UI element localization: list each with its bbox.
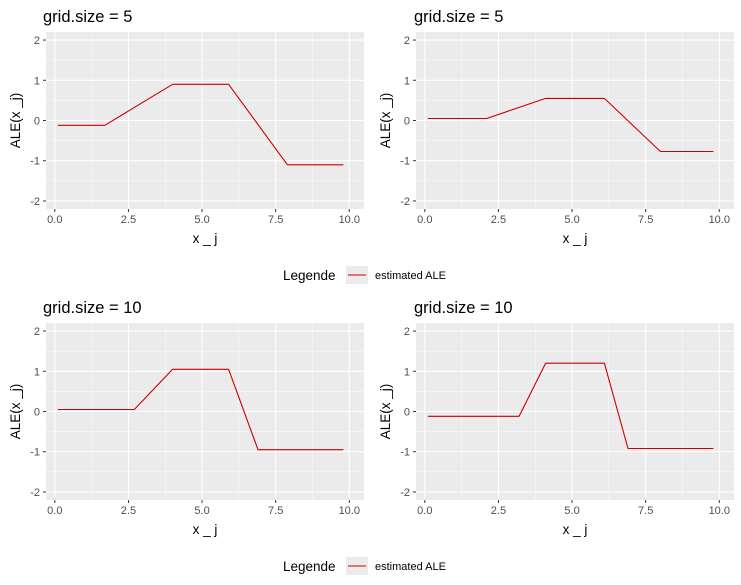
x-tick-label: 5.0 xyxy=(564,214,579,226)
x-tick-label: 2.5 xyxy=(491,505,506,517)
y-tick-label: -2 xyxy=(30,487,40,499)
y-axis-label: ALE(x _j) xyxy=(8,93,23,149)
panel-title: grid.size = 5 xyxy=(414,8,503,26)
x-tick-label: 10.0 xyxy=(709,505,730,517)
y-tick-label: -1 xyxy=(400,156,410,168)
y-tick-label: 2 xyxy=(34,326,40,338)
x-tick-label: 5.0 xyxy=(194,505,209,517)
y-tick-label: 1 xyxy=(404,75,410,87)
y-tick-label: 1 xyxy=(404,366,410,378)
y-tick-label: -1 xyxy=(400,447,410,459)
y-axis-label: ALE(x _j) xyxy=(378,384,393,440)
y-axis-label: ALE(x _j) xyxy=(8,384,23,440)
legend-title: Legende xyxy=(283,559,336,574)
x-tick-label: 0.0 xyxy=(47,214,62,226)
y-tick-label: -2 xyxy=(400,196,410,208)
y-tick-label: 0 xyxy=(34,116,40,128)
x-axis-label: x _ j xyxy=(563,231,588,246)
y-tick-label: 1 xyxy=(34,366,40,378)
y-tick-label: -1 xyxy=(30,156,40,168)
legend-1: Legende estimated ALE xyxy=(283,266,446,284)
x-tick-label: 2.5 xyxy=(121,505,136,517)
y-tick-label: -2 xyxy=(30,196,40,208)
legend-2: Legende estimated ALE xyxy=(283,557,446,575)
y-tick-label: 0 xyxy=(34,407,40,419)
y-tick-label: 1 xyxy=(34,75,40,87)
y-tick-label: -2 xyxy=(400,487,410,499)
legend-title: Legende xyxy=(283,268,336,283)
panel-title: grid.size = 10 xyxy=(43,299,142,317)
series-line-estimated-ale xyxy=(427,97,714,153)
x-axis-label: x _ j xyxy=(193,231,218,246)
y-tick-label: -1 xyxy=(30,447,40,459)
x-tick-label: 0.0 xyxy=(417,505,432,517)
series-line-estimated-ale xyxy=(427,362,714,450)
legend-item-label: estimated ALE xyxy=(375,270,446,282)
x-tick-label: 7.5 xyxy=(268,505,283,517)
y-tick-label: 2 xyxy=(404,326,410,338)
y-tick-label: 0 xyxy=(404,116,410,128)
x-tick-label: 0.0 xyxy=(417,214,432,226)
series-line-estimated-ale xyxy=(57,368,344,451)
y-axis-label: ALE(x _j) xyxy=(378,93,393,149)
x-tick-label: 7.5 xyxy=(268,214,283,226)
chart-panel-2: grid.size = 5 0.0 2.5 5.0 7.5 10.0 -2 -1 0 1 2 x _ … xyxy=(378,8,734,246)
y-tick-label: 2 xyxy=(404,35,410,47)
panel-title: grid.size = 10 xyxy=(414,299,513,317)
x-tick-label: 10.0 xyxy=(709,214,730,226)
chart-panel-1: grid.size = 5 0.0 2.5 5.0 7.5 10.0 -2 -1 0 1 2 x _ … xyxy=(8,8,364,246)
x-tick-label: 7.5 xyxy=(638,214,653,226)
x-axis-label: x _ j xyxy=(193,522,218,537)
panel-title: grid.size = 5 xyxy=(43,8,132,26)
chart-panel-3: grid.size = 10 0.0 2.5 5.0 7.5 10.0 -2 -1 0 1 2 x _… xyxy=(8,299,364,537)
x-tick-label: 7.5 xyxy=(638,505,653,517)
y-tick-label: 2 xyxy=(34,35,40,47)
x-tick-label: 2.5 xyxy=(121,214,136,226)
x-tick-label: 5.0 xyxy=(564,505,579,517)
x-tick-label: 0.0 xyxy=(47,505,62,517)
chart-panel-4: grid.size = 10 0.0 2.5 5.0 7.5 10.0 -2 -1 0 1 2 x _… xyxy=(378,299,734,537)
y-tick-label: 0 xyxy=(404,407,410,419)
x-tick-label: 10.0 xyxy=(339,214,360,226)
legend-item-label: estimated ALE xyxy=(375,561,446,573)
x-tick-label: 5.0 xyxy=(194,214,209,226)
x-axis-label: x _ j xyxy=(563,522,588,537)
x-tick-label: 2.5 xyxy=(491,214,506,226)
x-tick-label: 10.0 xyxy=(339,505,360,517)
series-line-estimated-ale xyxy=(57,83,344,166)
